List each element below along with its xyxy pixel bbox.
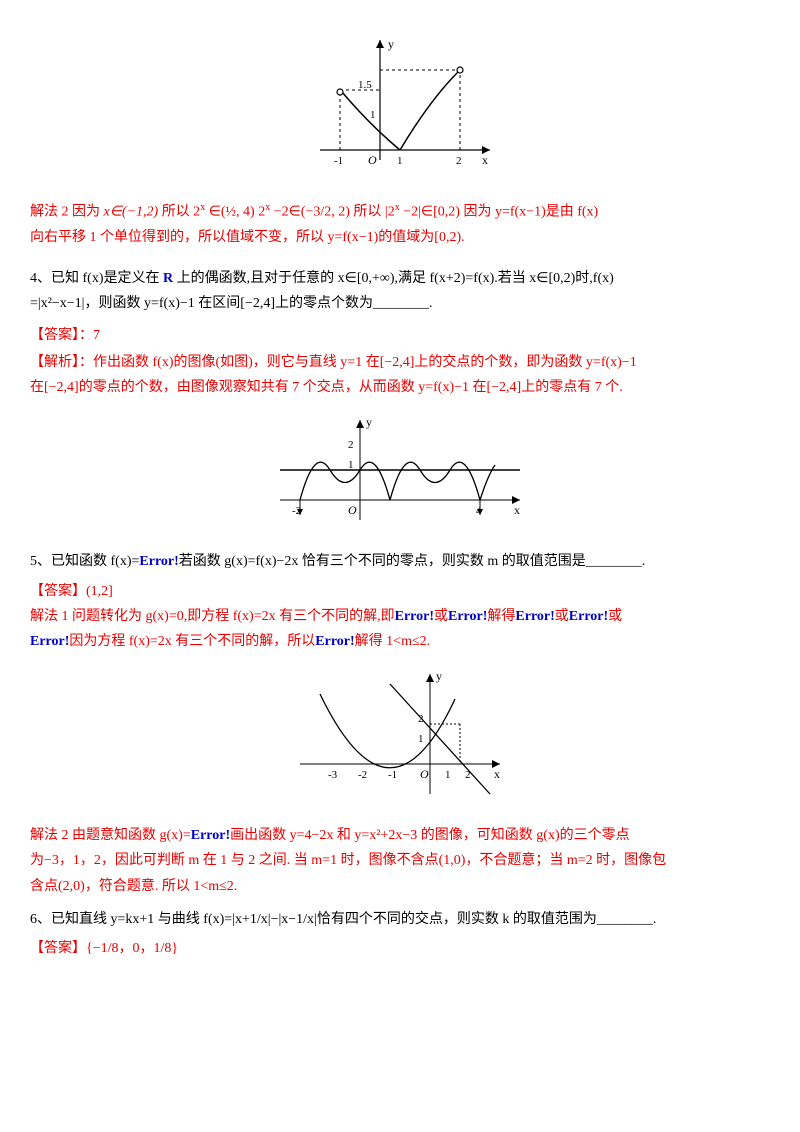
svg-text:2: 2 (418, 713, 424, 725)
svg-text:-3: -3 (328, 769, 338, 781)
svg-text:y: y (366, 415, 372, 429)
svg-text:-2: -2 (358, 769, 367, 781)
svg-text:1: 1 (445, 769, 451, 781)
svg-text:1: 1 (370, 109, 376, 121)
answer5: 【答案】(1,2] (30, 579, 770, 604)
svg-text:x: x (494, 767, 500, 781)
problem4: 4、已知 f(x)是定义在 R 上的偶函数,且对于任意的 x∈[0,+∞),满足… (30, 266, 770, 316)
explain5b: 解法 2 由题意知函数 g(x)=Error!画出函数 y=4−2x 和 y=x… (30, 823, 770, 899)
problem6: 6、已知直线 y=kx+1 与曲线 f(x)=|x+1/x|−|x−1/x|恰有… (30, 907, 770, 932)
graph1-svg: y x 1.5 1 -1 1 2 O (300, 30, 500, 180)
graph3-container: y x 2 1 -3 -2 -1 1 2 O (30, 664, 770, 813)
svg-text:O: O (420, 767, 429, 781)
graph2-container: y x 2 1 -2 4 O (30, 410, 770, 539)
svg-text:y: y (436, 669, 442, 683)
svg-text:1: 1 (418, 733, 424, 745)
answer4: 【答案】：7 (30, 323, 770, 348)
graph2-svg: y x 2 1 -2 4 O (270, 410, 530, 530)
solution2a-text: 解法 2 因为 x∈(−1,2) 所以 2x ∈(½, 4) 2x −2∈(−3… (30, 199, 770, 250)
svg-text:-1: -1 (334, 155, 343, 167)
graph3-svg: y x 2 1 -3 -2 -1 1 2 O (290, 664, 510, 804)
svg-text:1.5: 1.5 (358, 79, 372, 91)
explain4: 【解析】：作出函数 f(x)的图像(如图)，则它与直线 y=1 在[−2,4]上… (30, 350, 770, 400)
svg-text:x: x (514, 503, 520, 517)
answer6: 【答案】{−1/8，0，1/8} (30, 936, 770, 961)
svg-text:4: 4 (476, 505, 482, 517)
svg-text:O: O (348, 503, 357, 517)
svg-text:1: 1 (348, 459, 354, 471)
svg-text:1: 1 (397, 155, 403, 167)
graph1-container: y x 1.5 1 -1 1 2 O (30, 30, 770, 189)
sol2-prefix: 解法 2 因为 (30, 205, 104, 220)
svg-text:2: 2 (456, 155, 462, 167)
problem5: 5、已知函数 f(x)=Error!若函数 g(x)=f(x)−2x 恰有三个不… (30, 549, 770, 574)
svg-text:O: O (368, 153, 377, 167)
explain5a: 解法 1 问题转化为 g(x)=0,即方程 f(x)=2x 有三个不同的解,即E… (30, 604, 770, 654)
svg-text:-2: -2 (292, 505, 301, 517)
svg-text:2: 2 (348, 439, 354, 451)
svg-text:-1: -1 (388, 769, 397, 781)
svg-text:y: y (388, 37, 394, 51)
svg-text:x: x (482, 153, 488, 167)
svg-text:2: 2 (465, 769, 471, 781)
